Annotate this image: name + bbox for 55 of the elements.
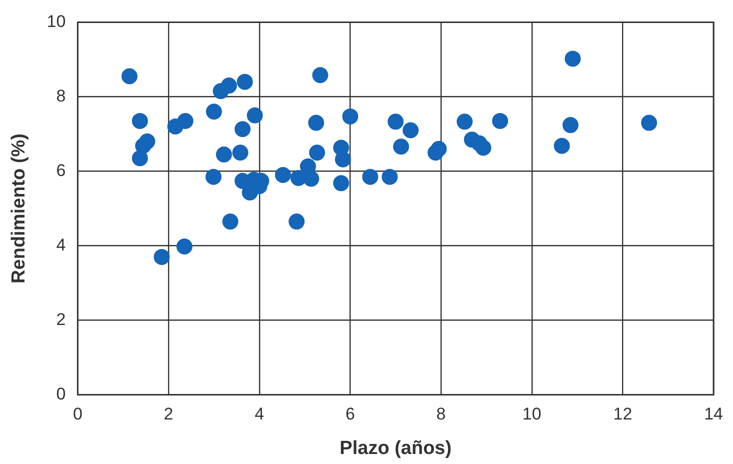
- x-tick-label: 12: [613, 404, 632, 424]
- point: [562, 117, 578, 134]
- point: [274, 166, 291, 183]
- point: [362, 168, 378, 185]
- y-tick-label: 10: [46, 12, 66, 31]
- y-tick-label: 0: [56, 384, 66, 404]
- point: [236, 74, 253, 90]
- point: [232, 144, 248, 161]
- point: [300, 158, 316, 174]
- point: [177, 112, 194, 129]
- point: [564, 50, 581, 67]
- point: [492, 112, 508, 129]
- point: [216, 146, 232, 162]
- y-axis-title: Rendimiento (%): [8, 134, 30, 284]
- point: [554, 138, 570, 154]
- x-tick-label: 10: [522, 404, 542, 424]
- point: [121, 68, 138, 84]
- x-tick-label: 6: [345, 404, 355, 424]
- point: [176, 238, 192, 255]
- point: [135, 138, 152, 154]
- y-tick-label: 8: [56, 86, 66, 106]
- point: [154, 248, 170, 265]
- point: [246, 107, 263, 124]
- point: [308, 114, 324, 131]
- y-tick-label: 6: [56, 160, 66, 180]
- point: [393, 138, 410, 155]
- x-axis-title: Plazo (años): [340, 438, 452, 459]
- point: [206, 104, 222, 120]
- y-tick-label: 4: [56, 235, 66, 254]
- point: [132, 150, 148, 166]
- point: [641, 114, 658, 131]
- point: [132, 112, 148, 129]
- y-tick-label: 2: [56, 310, 66, 329]
- point: [475, 140, 492, 156]
- point: [382, 168, 398, 185]
- point: [430, 140, 447, 157]
- point: [206, 168, 222, 185]
- point: [456, 114, 473, 130]
- x-tick-label: 2: [164, 404, 174, 424]
- x-tick-label: 4: [254, 404, 264, 424]
- point: [234, 121, 251, 138]
- point: [309, 144, 326, 161]
- x-tick-label: 8: [436, 404, 446, 424]
- point: [220, 78, 237, 94]
- point: [388, 114, 404, 130]
- point: [288, 214, 305, 230]
- point: [333, 175, 350, 192]
- x-tick-label: 0: [72, 404, 82, 424]
- point: [342, 108, 358, 124]
- point: [312, 67, 328, 84]
- point: [303, 170, 320, 187]
- point: [222, 214, 238, 230]
- x-tick-label: 14: [704, 404, 724, 424]
- point: [334, 151, 351, 168]
- point: [402, 122, 419, 138]
